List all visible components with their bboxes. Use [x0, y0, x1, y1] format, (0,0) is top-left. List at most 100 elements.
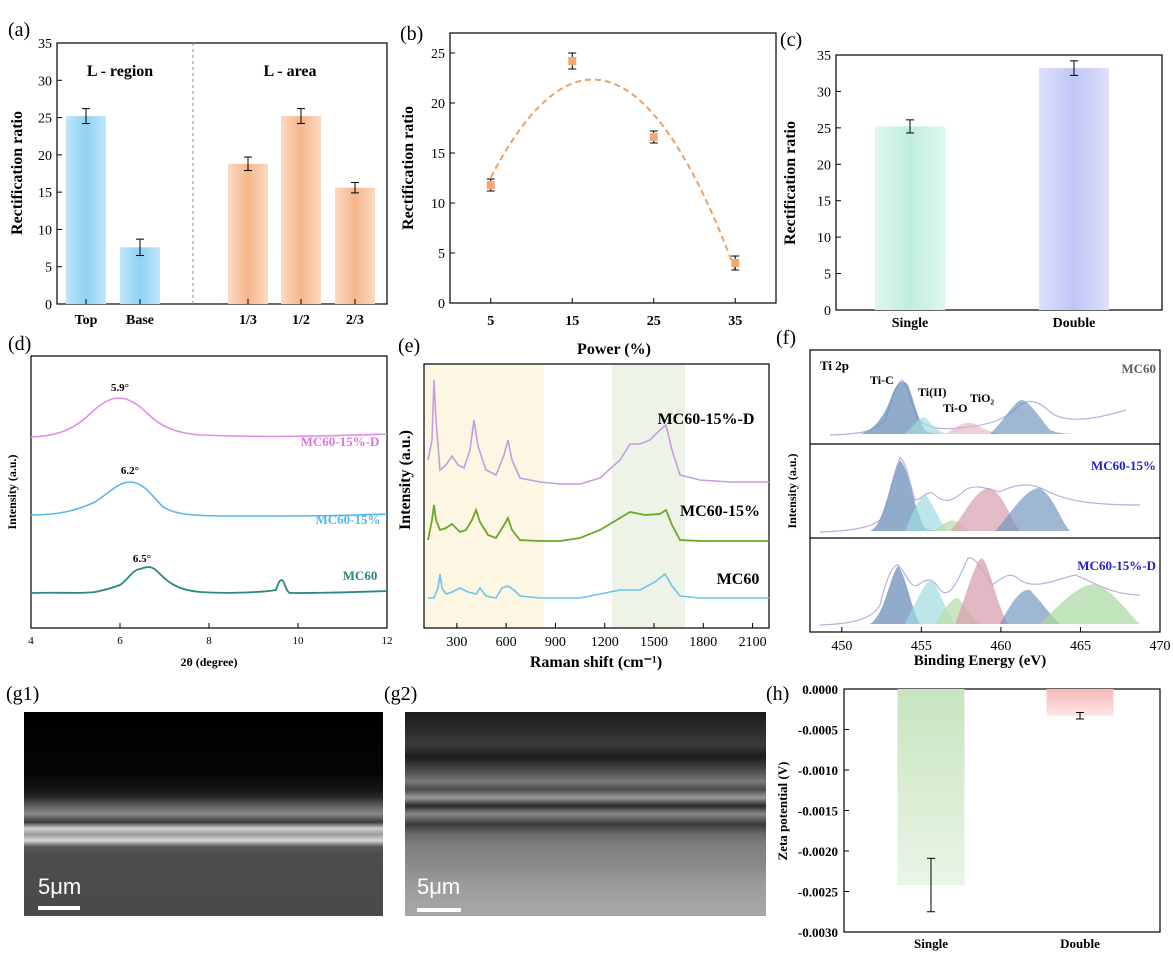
chart-e-xlabel: Raman shift (cm⁻¹)	[530, 654, 662, 671]
chart-h-ytick-label: -0.0010	[798, 763, 838, 778]
chart-d-legend-1: MC60-15%-D	[301, 434, 380, 449]
chart-a-ytick-label: 10	[38, 223, 52, 238]
panel-label-d: (d)	[8, 333, 31, 355]
chart-h-xtick-label: Single	[914, 936, 948, 951]
chart-a-bar	[281, 116, 321, 304]
chart-e-xtick-label: 1200	[591, 635, 619, 650]
chart-a-ytick-label: 35	[38, 37, 52, 52]
chart-e-shade-1	[424, 364, 544, 628]
chart-c-bar	[875, 126, 945, 311]
chart-f-legend-3: MC60-15%-D	[1077, 558, 1156, 573]
xrd-curve-mc60	[30, 566, 388, 594]
chart-c-ytick-label: 35	[817, 49, 831, 64]
chart-e-legend-1: MC60-15%-D	[658, 411, 755, 428]
chart-b-ytick-label: 25	[431, 47, 445, 62]
chart-a-bar	[228, 163, 268, 304]
chart-h-bar	[1046, 689, 1114, 716]
chart-a-region-label: L - region	[87, 63, 153, 80]
chart-c-ylabel: Rectification ratio	[782, 121, 799, 245]
chart-f-peak-tio: Ti-O	[943, 401, 967, 415]
chart-e-xtick-label: 300	[446, 635, 467, 650]
chart-b-ytick-label: 15	[431, 147, 445, 162]
chart-d-peak-label-3: 6.5°	[133, 553, 151, 565]
chart-a-ytick-label: 15	[38, 186, 52, 201]
chart-c-frame	[835, 54, 1163, 311]
xps-envelope-mc60-15-d	[819, 557, 1141, 626]
chart-h-ytick-label: -0.0030	[798, 925, 838, 940]
chart-d-xtick-label: 4	[28, 635, 34, 647]
chart-f-frame	[809, 349, 1161, 633]
chart-d-xtick-label: 12	[382, 635, 393, 647]
chart-c-xtick-label: Double	[1053, 316, 1096, 331]
chart-e-xtick-label: 1500	[640, 635, 668, 650]
chart-e-xtick-label: 1800	[689, 635, 717, 650]
chart-d-peak-label-2: 6.2°	[121, 465, 139, 477]
chart-d-legend-2: MC60-15%	[316, 512, 381, 527]
chart-a-ytick-label: 30	[38, 74, 52, 89]
panel-label-g2: (g2)	[384, 683, 417, 705]
chart-b-frame	[449, 32, 777, 304]
chart-d-xtick-label: 6	[117, 635, 123, 647]
chart-b-ytick-label: 10	[431, 197, 445, 212]
chart-c-ytick-label: 10	[817, 231, 831, 246]
chart-a-xtick-label: 2/3	[346, 313, 364, 328]
chart-h-frame	[843, 688, 1161, 933]
chart-b-point	[568, 57, 577, 65]
scalebar-g2	[417, 908, 461, 912]
chart-h: Zeta potential (V) 0.0000 -0.0005 -0.0010 -…	[775, 682, 1161, 951]
xps-peak-mc60-2	[905, 417, 948, 434]
chart-b: Rectification ratio Power (%) 0 5 10 15 20 25…	[400, 32, 777, 358]
chart-e-legend-2: MC60-15%	[680, 503, 760, 520]
xps-peak-mc60-4	[990, 400, 1080, 434]
chart-b-ytick-label: 0	[438, 297, 445, 312]
chart-f-legend-2: MC60-15%	[1091, 458, 1156, 473]
chart-c-ytick-label: 25	[817, 122, 831, 137]
chart-a-ytick-label: 25	[38, 112, 52, 127]
xps-peak-mc60-15-2	[905, 495, 948, 531]
chart-a-bar	[66, 116, 106, 304]
xps-peak-mc60-15-d-4	[955, 558, 1008, 624]
chart-a-ylabel: Rectification ratio	[9, 111, 26, 235]
panel-label-b: (b)	[400, 23, 423, 45]
chart-f-ylabel: Intensity (a.u.)	[785, 453, 799, 528]
chart-a-xtick-label: Top	[75, 313, 98, 328]
chart-d-peak-label-1: 5.9°	[111, 382, 129, 394]
chart-f-xtick-label: 465	[1070, 639, 1091, 654]
chart-c: Rectification ratio 0 5 10 15 20 25 30 35 Single…	[782, 49, 1163, 331]
chart-a: L - region L - area Rectification ratio …	[9, 37, 388, 328]
chart-b-point	[649, 133, 658, 141]
chart-e-shade-2	[612, 364, 685, 628]
raman-curve-mc60	[428, 572, 769, 599]
scalebar-label-g2: 5μm	[417, 874, 461, 899]
chart-f-xlabel: Binding Energy (eV)	[914, 653, 1047, 669]
chart-b-xlabel: Power (%)	[577, 341, 651, 358]
chart-a-xtick-label: Base	[126, 313, 154, 328]
chart-f-core-label: Ti 2p	[820, 358, 849, 373]
chart-a-ytick-label: 5	[45, 261, 52, 276]
chart-h-ytick-label: -0.0020	[798, 844, 838, 859]
chart-b-ytick-label: 5	[438, 247, 445, 262]
chart-c-ytick-label: 15	[817, 195, 831, 210]
scalebar-label-g1: 5μm	[38, 874, 82, 899]
chart-h-ytick-label: 0.0000	[802, 682, 838, 697]
chart-e-xtick-label: 600	[496, 635, 517, 650]
chart-a-area-label: L - area	[263, 63, 316, 80]
xps-peak-mc60-15-d-6	[1040, 584, 1140, 624]
chart-b-xtick-label: 25	[647, 314, 661, 329]
chart-a-frame	[56, 42, 388, 305]
chart-c-ytick-label: 20	[817, 158, 831, 173]
chart-e: Intensity (a.u.) Raman shift (cm⁻¹) MC60…	[397, 363, 770, 671]
chart-e-xtick-label: 900	[545, 635, 566, 650]
xps-peak-mc60-15-4	[950, 488, 1020, 531]
chart-f-legend-1: MC60	[1121, 361, 1156, 376]
chart-b-xtick-label: 5	[487, 314, 494, 329]
chart-c-ytick-label: 5	[824, 268, 831, 283]
chart-d-xtick-label: 10	[293, 635, 305, 647]
chart-h-bar	[897, 689, 965, 886]
chart-b-xtick-label: 15	[565, 314, 579, 329]
chart-b-xtick-label: 35	[728, 314, 742, 329]
raman-curve-mc60-15-d	[427, 379, 769, 485]
chart-h-ytick-label: -0.0025	[798, 885, 839, 900]
raman-curve-mc60-15	[427, 504, 769, 542]
